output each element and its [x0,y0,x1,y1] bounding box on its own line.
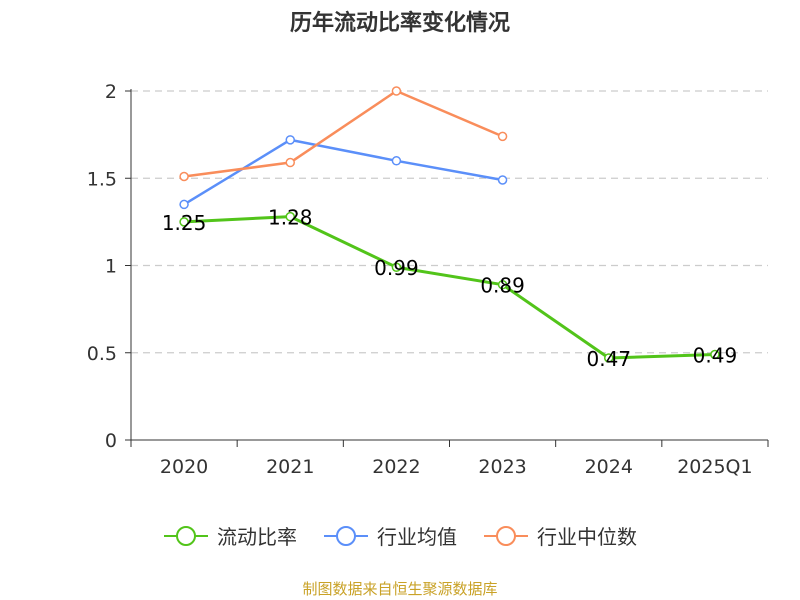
data-point-0 [710,349,720,360]
data-label: 1.28 [268,206,313,230]
y-tick-label: 2 [105,81,117,103]
y-tick-label: 0.5 [87,343,117,365]
data-point-0 [497,279,508,290]
series-line-2 [183,89,504,178]
data-point-0 [179,217,189,227]
data-label: 0.47 [586,347,631,371]
data-point-1 [179,199,189,210]
data-point-2 [285,157,295,168]
y-tick-label: 1.5 [87,168,117,190]
data-point-2 [497,131,508,142]
chart-legend: 流动比率 行业均值 行业中位数 [0,521,800,550]
x-tick-label: 2021 [266,456,314,478]
y-tick-label: 0 [105,430,117,452]
data-point-1 [497,175,508,185]
legend-label-industry-median: 行业中位数 [537,525,637,549]
data-point-2 [391,86,402,96]
data-point-0 [604,353,614,363]
data-point-0 [285,211,295,222]
legend-item-current-ratio[interactable]: 流动比率 [163,521,297,550]
data-point-2 [179,171,189,182]
legend-industry-median-icon [484,525,528,546]
data-point-1 [285,135,295,145]
x-tick-label: 2023 [478,456,526,478]
legend-industry-mean-icon [324,525,368,546]
x-tick-label: 2025Q1 [677,456,752,478]
x-tick-label: 2024 [585,456,633,478]
series-line-0 [184,215,715,360]
x-tick-label: 2022 [372,456,420,478]
legend-item-industry-median[interactable]: 行业中位数 [483,521,637,550]
data-label: 0.89 [480,274,525,298]
legend-item-industry-mean[interactable]: 行业均值 [323,521,457,550]
x-tick-label: 2020 [160,456,208,478]
y-tick-label: 1 [105,256,117,278]
data-point-0 [391,262,402,272]
chart-title: 历年流动比率变化情况 [289,11,510,36]
legend-label-industry-mean: 行业均值 [377,525,457,549]
data-label: 1.25 [162,211,207,235]
data-label: 0.99 [374,256,419,280]
legend-label-current-ratio: 流动比率 [217,525,297,549]
data-source-note: 制图数据来自恒生聚源数据库 [302,580,498,598]
data-label: 0.49 [693,343,738,367]
legend-current-ratio-icon [164,525,208,546]
data-point-1 [391,156,402,166]
series-line-1 [183,138,503,206]
